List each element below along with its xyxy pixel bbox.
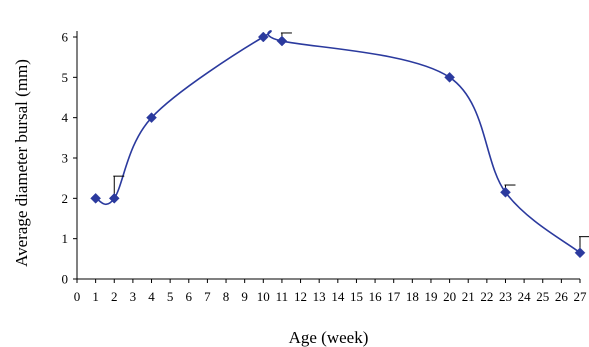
- x-tick-label: 26: [555, 289, 569, 304]
- x-tick-label: 8: [223, 289, 230, 304]
- x-tick-label: 5: [167, 289, 174, 304]
- data-point: [146, 112, 157, 124]
- x-ticks: 0 1 2 3 4 5 6 7 8 9 10 11 12 13 14 15 16 17 18 19 20 21 22 23 24…: [74, 279, 587, 304]
- data-point: [108, 192, 120, 204]
- x-tick-label: 20: [443, 289, 456, 304]
- data-point: [444, 71, 455, 83]
- axes: [76, 31, 580, 280]
- data-point: [276, 35, 288, 47]
- x-tick-label: 23: [499, 289, 512, 304]
- x-axis-title: Age (week): [289, 328, 369, 347]
- x-tick-label: 13: [313, 289, 326, 304]
- data-point: [90, 192, 101, 204]
- x-tick-label: 16: [369, 289, 383, 304]
- x-tick-label: 10: [257, 289, 270, 304]
- x-tick-label: 15: [350, 289, 363, 304]
- y-ticks: 0 1 2 3 4 5 6: [62, 30, 77, 287]
- y-tick-label: 1: [62, 231, 69, 246]
- y-tick-label: 2: [62, 191, 69, 206]
- x-tick-label: 7: [204, 289, 211, 304]
- x-tick-label: 3: [130, 289, 137, 304]
- data-point: [257, 31, 269, 43]
- x-tick-label: 2: [111, 289, 118, 304]
- y-tick-label: 0: [62, 272, 69, 287]
- x-tick-label: 24: [518, 289, 532, 304]
- y-tick-label: 4: [62, 110, 69, 125]
- y-axis-title: Average diameter bursal (mm): [12, 59, 31, 267]
- x-tick-label: 1: [92, 289, 99, 304]
- series-line: [95, 30, 581, 254]
- x-tick-label: 4: [148, 289, 155, 304]
- x-tick-label: 12: [294, 289, 307, 304]
- x-tick-label: 17: [387, 289, 401, 304]
- x-tick-label: 19: [424, 289, 437, 304]
- x-tick-label: 27: [574, 289, 588, 304]
- x-tick-label: 22: [480, 289, 493, 304]
- data-point: [500, 186, 511, 198]
- x-tick-label: 25: [536, 289, 549, 304]
- x-tick-label: 14: [331, 289, 345, 304]
- data-point: [574, 247, 586, 259]
- x-tick-label: 6: [186, 289, 193, 304]
- x-tick-label: 21: [462, 289, 475, 304]
- y-tick-label: 5: [62, 70, 69, 85]
- y-tick-label: 3: [62, 151, 69, 166]
- x-tick-label: 9: [241, 289, 248, 304]
- x-tick-label: 18: [406, 289, 419, 304]
- x-tick-label: 0: [74, 289, 81, 304]
- series: [90, 30, 589, 259]
- y-tick-label: 6: [62, 30, 69, 45]
- x-tick-label: 11: [276, 289, 289, 304]
